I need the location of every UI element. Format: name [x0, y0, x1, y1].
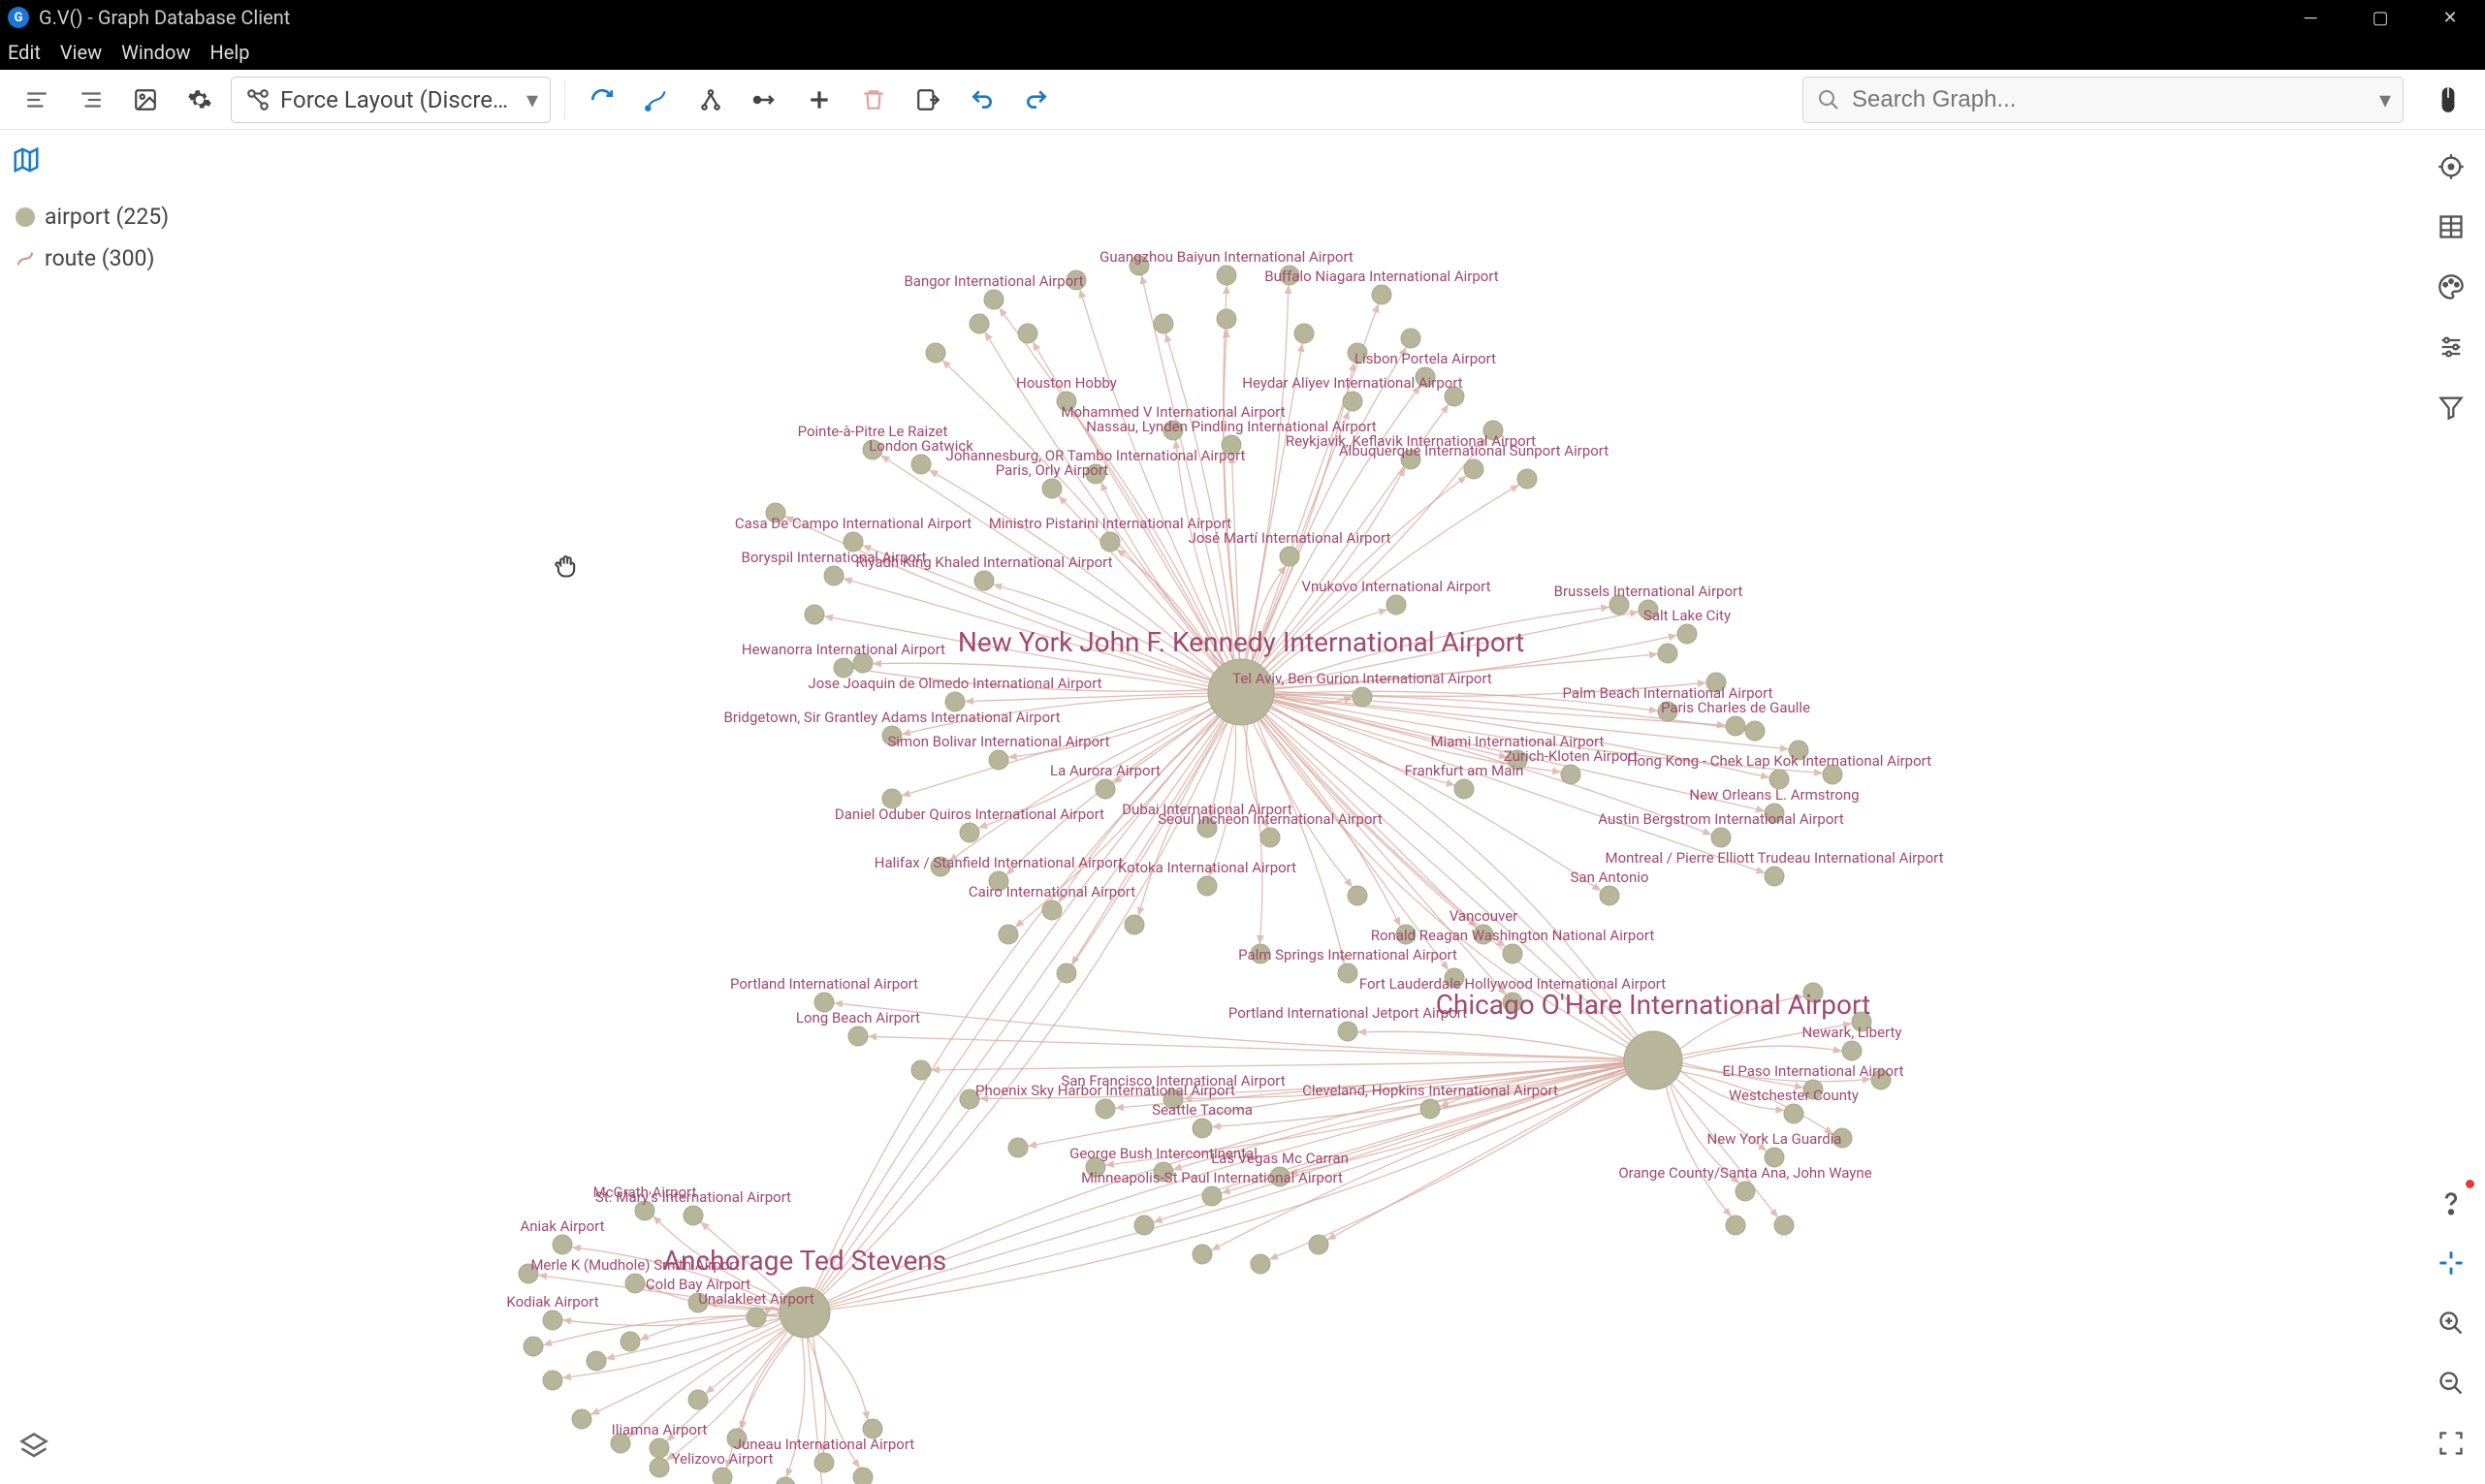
- toolbar: Force Layout (Discre… ▾ ▾: [0, 70, 2485, 130]
- svg-text:La Aurora Airport: La Aurora Airport: [1050, 762, 1161, 779]
- search-input[interactable]: [1852, 86, 2389, 113]
- help-icon[interactable]: [2430, 1182, 2472, 1224]
- fit-icon[interactable]: [2430, 1242, 2472, 1284]
- svg-text:San Antonio: San Antonio: [1571, 868, 1649, 886]
- svg-text:Seoul Incheon International Ai: Seoul Incheon International Airport: [1158, 810, 1383, 828]
- svg-text:McGrath Airport: McGrath Airport: [593, 1184, 697, 1201]
- sliders-icon[interactable]: [2430, 326, 2472, 368]
- app-icon: G: [8, 7, 29, 28]
- right-panel: [2427, 145, 2475, 428]
- titlebar: G G.V() - Graph Database Client ─ ▢ ✕: [0, 0, 2485, 35]
- svg-text:London Gatwick: London Gatwick: [869, 437, 973, 455]
- svg-text:Kodiak Airport: Kodiak Airport: [506, 1293, 598, 1310]
- export-icon[interactable]: [905, 77, 951, 123]
- svg-text:New York La Guardia: New York La Guardia: [1707, 1130, 1842, 1148]
- legend-node-icon: [16, 207, 35, 227]
- legend-airport-label: airport (225): [45, 204, 169, 230]
- undo-icon[interactable]: [959, 77, 1005, 123]
- tree-icon[interactable]: [687, 77, 734, 123]
- svg-text:Boryspil International Airport: Boryspil International Airport: [742, 549, 927, 566]
- minimize-button[interactable]: ─: [2276, 0, 2345, 35]
- svg-text:St. Mary's International Airpo: St. Mary's International Airport: [595, 1188, 791, 1206]
- redo-icon[interactable]: [1013, 77, 1060, 123]
- svg-text:New York John F. Kennedy Inter: New York John F. Kennedy International A…: [958, 626, 1524, 658]
- legend-airport[interactable]: airport (225): [12, 196, 244, 237]
- svg-text:Palm Beach International Airpo: Palm Beach International Airport: [1563, 684, 1773, 702]
- edge-icon[interactable]: [742, 77, 788, 123]
- map-icon[interactable]: [12, 145, 244, 178]
- svg-text:Anchorage Ted Stevens: Anchorage Ted Stevens: [663, 1245, 946, 1277]
- svg-text:Long Beach Airport: Long Beach Airport: [796, 1009, 920, 1026]
- svg-text:Hewanorra International Airpor: Hewanorra International Airport: [742, 641, 945, 658]
- close-button[interactable]: ✕: [2415, 0, 2485, 35]
- svg-text:Aniak Airport: Aniak Airport: [520, 1217, 604, 1235]
- svg-text:Palm Springs International Air: Palm Springs International Airport: [1238, 946, 1457, 963]
- align-right-icon[interactable]: [68, 77, 114, 123]
- search-box[interactable]: ▾: [1802, 77, 2404, 123]
- legend-route[interactable]: route (300): [12, 237, 244, 279]
- svg-text:New Orleans L. Armstrong: New Orleans L. Armstrong: [1689, 786, 1859, 804]
- maximize-button[interactable]: ▢: [2345, 0, 2415, 35]
- filter-icon[interactable]: [2430, 386, 2472, 428]
- table-icon[interactable]: [2430, 205, 2472, 248]
- refresh-icon[interactable]: [579, 77, 625, 123]
- chevron-down-icon: ▾: [2379, 86, 2391, 113]
- zoom-in-icon[interactable]: [2430, 1302, 2472, 1344]
- svg-text:José Martí International Airpo: José Martí International Airport: [1189, 529, 1391, 547]
- svg-text:Bangor International Airport: Bangor International Airport: [904, 272, 1083, 290]
- edit-path-icon[interactable]: [633, 77, 680, 123]
- svg-text:Chicago O'Hare International A: Chicago O'Hare International Airport: [1436, 989, 1871, 1021]
- menu-edit[interactable]: Edit: [8, 41, 41, 64]
- layout-select[interactable]: Force Layout (Discre… ▾: [231, 77, 551, 123]
- delete-icon[interactable]: [850, 77, 897, 123]
- layers-icon[interactable]: [19, 1432, 48, 1465]
- window-title: G.V() - Graph Database Client: [39, 6, 290, 29]
- svg-text:Buffalo Niagara International: Buffalo Niagara International Airport: [1264, 268, 1498, 285]
- graph-canvas[interactable]: Guangzhou Baiyun International AirportBu…: [0, 130, 2485, 1484]
- svg-text:San Francisco International Ai: San Francisco International Airport: [1061, 1072, 1285, 1089]
- svg-text:Simon Bolivar International Ai: Simon Bolivar International Airport: [887, 733, 1109, 750]
- zoom-out-icon[interactable]: [2430, 1362, 2472, 1405]
- svg-text:Yelizovo Airport: Yelizovo Airport: [672, 1450, 774, 1468]
- svg-text:Cold Bay Airport: Cold Bay Airport: [646, 1276, 750, 1293]
- svg-text:Lisbon Portela Airport: Lisbon Portela Airport: [1354, 350, 1496, 367]
- legend-route-label: route (300): [45, 245, 154, 271]
- svg-text:Portland International Airport: Portland International Airport: [730, 975, 918, 993]
- chevron-down-icon: ▾: [526, 86, 538, 113]
- notification-dot-icon: [2466, 1180, 2474, 1188]
- menu-window[interactable]: Window: [121, 41, 190, 64]
- layout-select-label: Force Layout (Discre…: [280, 86, 508, 113]
- svg-text:Bridgetown, Sir Grantley Adams: Bridgetown, Sir Grantley Adams Internati…: [723, 709, 1060, 726]
- align-left-icon[interactable]: [14, 77, 60, 123]
- svg-text:Vnukovo International Airport: Vnukovo International Airport: [1301, 578, 1490, 595]
- menu-view[interactable]: View: [60, 41, 102, 64]
- menubar: Edit View Window Help: [0, 35, 2485, 70]
- fullscreen-icon[interactable]: [2430, 1422, 2472, 1465]
- svg-text:Paris Charles de Gaulle: Paris Charles de Gaulle: [1661, 699, 1810, 716]
- menu-help[interactable]: Help: [209, 41, 249, 64]
- svg-text:Montreal / Pierre Elliott Trud: Montreal / Pierre Elliott Trudeau Intern…: [1605, 849, 1943, 867]
- image-icon[interactable]: [122, 77, 169, 123]
- add-icon[interactable]: [796, 77, 843, 123]
- grab-cursor-icon: [553, 553, 580, 585]
- mouse-icon[interactable]: [2425, 77, 2471, 123]
- svg-text:Westchester County: Westchester County: [1729, 1087, 1859, 1104]
- gear-icon[interactable]: [176, 77, 223, 123]
- svg-text:Austin Bergstrom International: Austin Bergstrom International Airport: [1598, 810, 1844, 828]
- svg-text:Orange County/Santa Ana, John: Orange County/Santa Ana, John Wayne: [1618, 1164, 1871, 1182]
- palette-icon[interactable]: [2430, 266, 2472, 308]
- svg-text:Newark, Liberty: Newark, Liberty: [1801, 1024, 1901, 1041]
- svg-text:Houston Hobby: Houston Hobby: [1016, 374, 1117, 392]
- zoom-panel: [2427, 1182, 2475, 1465]
- locate-icon[interactable]: [2430, 145, 2472, 188]
- svg-text:Portland International Jetport: Portland International Jetport Airport: [1228, 1004, 1467, 1022]
- legend-edge-icon: [16, 249, 35, 268]
- search-icon: [1817, 88, 1840, 111]
- svg-text:Hong Kong - Chek Lap Kok Inter: Hong Kong - Chek Lap Kok International A…: [1627, 752, 1931, 770]
- svg-text:Pointe-à-Pitre Le Raizet: Pointe-à-Pitre Le Raizet: [798, 423, 948, 440]
- svg-text:Kotoka International Airport: Kotoka International Airport: [1118, 859, 1296, 876]
- legend-panel: airport (225) route (300): [12, 145, 244, 279]
- svg-text:Brussels International Airport: Brussels International Airport: [1554, 583, 1743, 600]
